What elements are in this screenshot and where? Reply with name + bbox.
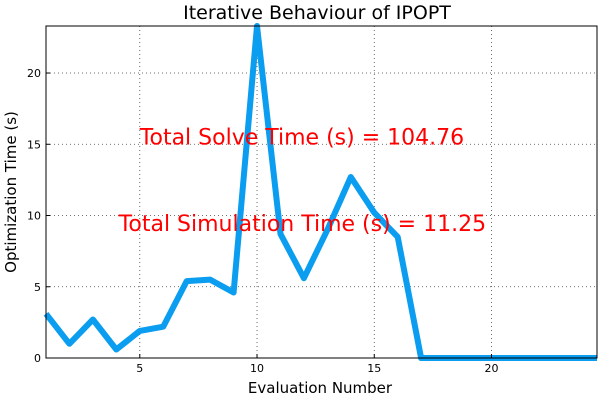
y-axis-label: Optimization Time (s) bbox=[2, 111, 20, 273]
y-tick-label: 0 bbox=[34, 352, 41, 365]
y-tick-label: 20 bbox=[27, 67, 41, 80]
annotations: Total Solve Time (s) = 104.76 Total Simul… bbox=[118, 125, 486, 237]
x-tick-label: 20 bbox=[484, 362, 498, 375]
series-line bbox=[43, 23, 597, 361]
x-tick-label: 5 bbox=[136, 362, 143, 375]
x-axis-label: Evaluation Number bbox=[248, 379, 393, 397]
y-tick-label: 5 bbox=[34, 281, 41, 294]
y-axis-ticks: 0 5 10 15 20 bbox=[27, 67, 50, 365]
annotation-label: Total Simulation Time (s) = 11.25 bbox=[118, 212, 486, 237]
x-axis-ticks: 5 10 15 20 bbox=[136, 354, 498, 375]
series-layer bbox=[43, 23, 597, 361]
x-tick-label: 15 bbox=[367, 362, 381, 375]
plot-frame bbox=[45, 25, 598, 359]
y-tick-label: 10 bbox=[27, 210, 41, 223]
x-tick-label: 10 bbox=[250, 362, 264, 375]
chart-title: Iterative Behaviour of IPOPT bbox=[183, 2, 451, 24]
grid bbox=[46, 26, 597, 358]
y-tick-label: 15 bbox=[27, 138, 41, 151]
annotation-label: Total Solve Time (s) = 104.76 bbox=[139, 125, 464, 150]
